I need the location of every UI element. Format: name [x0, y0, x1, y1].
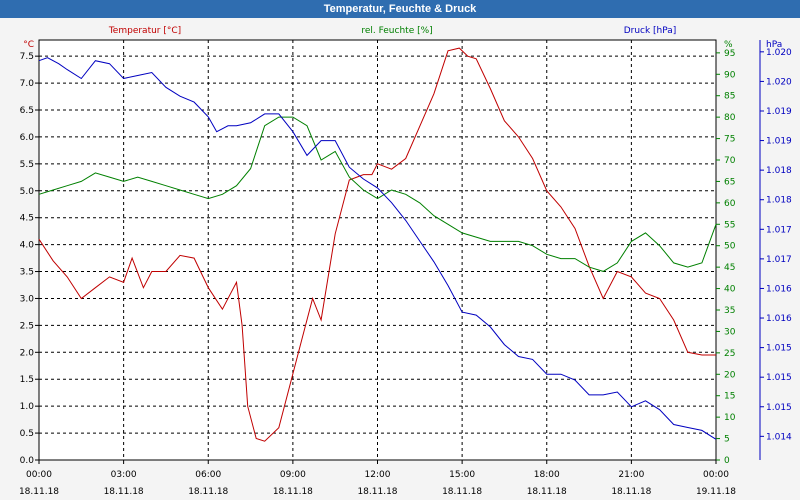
temperature-tick-label: 0.0: [20, 456, 35, 466]
humidity-series-line: [38, 116, 717, 272]
chart-svg: 0.0 0.5 1.0 1.5 2.0 2.5 3.0 3.5 4.0 4.5 5.0 5.5 6.0 6…: [19, 26, 792, 497]
humidity-tick-label: 85: [724, 92, 735, 102]
x-tick-time: 09:00: [280, 470, 306, 480]
temperature-tick-label: 4.0: [20, 241, 35, 251]
x-tick-date: 18.11.18: [442, 487, 482, 497]
temperature-tick-label: 7.0: [20, 79, 35, 89]
temperature-tick-label: 1.5: [20, 375, 34, 385]
x-tick-date: 18.11.18: [611, 487, 651, 497]
pressure-tick-label: 1.015: [766, 373, 792, 383]
pressure-tick-label: 1.018: [766, 196, 792, 206]
humidity-tick-label: 25: [724, 349, 735, 359]
temperature-tick-label: 1.0: [20, 402, 35, 412]
pressure-tick-label: 1.020: [766, 77, 792, 87]
humidity-tick-label: 35: [724, 306, 735, 316]
x-tick-date: 18.11.18: [188, 487, 228, 497]
x-tick-time: 18:00: [534, 470, 560, 480]
pressure-unit-label: hPa: [766, 40, 782, 50]
x-tick-time: 21:00: [618, 470, 644, 480]
pressure-tick-label: 1.019: [766, 107, 792, 117]
x-tick-date: 18.11.18: [357, 487, 397, 497]
pressure-tick-label: 1.015: [766, 344, 792, 354]
pressure-series-line: [38, 57, 717, 440]
humidity-tick-label: 55: [724, 220, 735, 230]
temperature-tick-label: 5.0: [20, 187, 35, 197]
humidity-tick-label: 50: [724, 242, 736, 252]
x-tick-date: 18.11.18: [19, 487, 59, 497]
humidity-tick-label: 30: [724, 327, 736, 337]
humidity-tick-label: 80: [724, 113, 736, 123]
temperature-tick-label: 6.5: [20, 106, 34, 116]
humidity-tick-label: 60: [724, 199, 736, 209]
humidity-tick-label: 75: [724, 135, 735, 145]
temperature-tick-label: 2.5: [20, 321, 34, 331]
humidity-tick-label: 65: [724, 177, 735, 187]
humidity-tick-label: 0: [724, 456, 730, 466]
pressure-tick-label: 1.017: [766, 225, 792, 235]
x-tick-time: 00:00: [703, 470, 729, 480]
humidity-tick-label: 20: [724, 370, 736, 380]
x-tick-time: 00:00: [26, 470, 52, 480]
temperature-tick-label: 4.5: [20, 214, 34, 224]
temperature-series-line: [38, 47, 716, 442]
humidity-tick-label: 5: [724, 435, 730, 445]
pressure-tick-label: 1.016: [766, 284, 792, 294]
pressure-tick-label: 1.017: [766, 255, 792, 265]
humidity-tick-label: 40: [724, 285, 736, 295]
temperature-tick-label: 2.0: [20, 348, 35, 358]
pressure-axis-title: Druck [hPa]: [624, 26, 677, 36]
humidity-tick-label: 10: [724, 413, 736, 423]
temperature-unit-label: °C: [23, 40, 34, 50]
x-tick-time: 12:00: [365, 470, 391, 480]
pressure-tick-label: 1.020: [766, 48, 792, 58]
humidity-tick-label: 95: [724, 49, 735, 59]
x-tick-time: 06:00: [195, 470, 221, 480]
temperature-tick-label: 3.0: [20, 294, 35, 304]
temperature-tick-label: 3.5: [20, 268, 34, 278]
temperature-tick-label: 7.5: [20, 52, 34, 62]
pressure-tick-label: 1.018: [766, 166, 792, 176]
humidity-tick-label: 90: [724, 70, 736, 80]
pressure-tick-label: 1.014: [766, 432, 792, 442]
humidity-tick-label: 70: [724, 156, 736, 166]
pressure-tick-label: 1.016: [766, 314, 792, 324]
x-tick-date: 18.11.18: [273, 487, 313, 497]
pressure-tick-label: 1.015: [766, 403, 792, 413]
temperature-tick-label: 6.0: [20, 133, 35, 143]
humidity-tick-label: 15: [724, 392, 735, 402]
humidity-tick-label: 45: [724, 263, 735, 273]
x-tick-time: 03:00: [111, 470, 137, 480]
temperature-tick-label: 0.5: [20, 429, 34, 439]
x-tick-date: 18.11.18: [527, 487, 567, 497]
chart-title: Temperatur, Feuchte & Druck: [0, 0, 800, 18]
humidity-unit-label: %: [724, 40, 733, 50]
x-tick-date: 18.11.18: [104, 487, 144, 497]
temperature-tick-label: 5.5: [20, 160, 34, 170]
x-tick-date: 19.11.18: [696, 487, 736, 497]
temperature-axis-title: Temperatur [°C]: [108, 26, 181, 36]
pressure-tick-label: 1.019: [766, 137, 792, 147]
humidity-axis-title: rel. Feuchte [%]: [361, 26, 432, 36]
x-tick-time: 15:00: [449, 470, 475, 480]
